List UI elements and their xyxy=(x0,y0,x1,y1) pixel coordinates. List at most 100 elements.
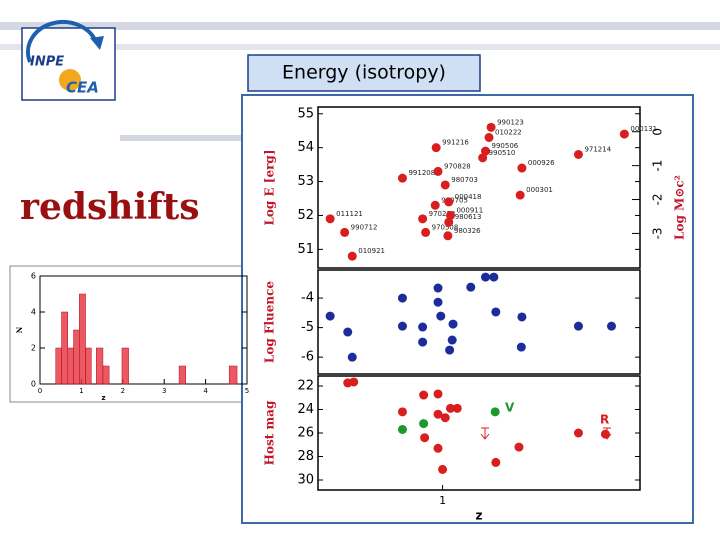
histogram-bar xyxy=(102,365,110,385)
data-point xyxy=(397,407,407,417)
point-label: 990506 xyxy=(492,142,519,150)
logo-arrow xyxy=(90,36,104,50)
plot-frame xyxy=(39,275,248,385)
x-tick-label: 0 xyxy=(38,387,42,395)
x-tick-label: 3 xyxy=(162,387,166,395)
data-point xyxy=(466,282,476,292)
y-tick-label: 2 xyxy=(31,344,36,353)
y-tick-label: -4 xyxy=(301,291,314,306)
data-point xyxy=(397,321,407,331)
y-tick-label: 55 xyxy=(297,106,314,121)
y-tick-label: 4 xyxy=(31,308,36,317)
upper-limit-arrow xyxy=(480,427,490,440)
data-point xyxy=(433,297,443,307)
logo-text: INPE xyxy=(30,55,64,70)
histogram-bar xyxy=(79,293,86,385)
data-point xyxy=(438,464,448,474)
y-tick-label: 53 xyxy=(297,174,314,189)
data-point xyxy=(419,390,429,400)
histogram-bar xyxy=(121,347,129,385)
data-point xyxy=(443,231,453,241)
y-tick-label: 6 xyxy=(31,272,36,281)
data-point xyxy=(481,146,491,156)
point-label: 990712 xyxy=(351,223,378,231)
y-tick-label: 26 xyxy=(297,426,314,441)
data-point xyxy=(340,227,350,237)
y-tick-label: 30 xyxy=(297,473,314,488)
annotation: R xyxy=(600,413,609,427)
histogram-bar xyxy=(178,365,186,385)
data-point xyxy=(418,214,428,224)
data-point xyxy=(514,442,524,452)
y-tick-label: 52 xyxy=(297,208,314,223)
x-tick-label: 1 xyxy=(79,387,83,395)
data-point xyxy=(606,321,616,331)
header-bar xyxy=(0,44,720,50)
data-point xyxy=(447,335,457,345)
data-point xyxy=(431,143,441,153)
point-label: 000301 xyxy=(526,186,553,194)
y-axis-label: N xyxy=(15,326,24,333)
point-label: 970828 xyxy=(444,162,471,170)
point-label: 970228 xyxy=(429,210,456,218)
point-label: 980703 xyxy=(451,176,478,184)
data-point xyxy=(445,210,455,220)
point-label: 980613 xyxy=(455,213,482,221)
histogram-bar xyxy=(67,347,74,385)
y2-tick-label: -1 xyxy=(651,160,665,172)
point-label: 970508 xyxy=(432,223,459,231)
data-point xyxy=(343,327,353,337)
data-point xyxy=(430,200,440,210)
data-point xyxy=(347,251,357,261)
data-point xyxy=(433,166,443,176)
data-point xyxy=(347,352,357,362)
data-point xyxy=(516,342,526,352)
data-point xyxy=(517,312,527,322)
data-point xyxy=(418,322,428,332)
data-point xyxy=(440,413,450,423)
histogram-bar xyxy=(85,347,92,385)
logo-swoosh xyxy=(26,20,98,63)
point-label: 000131 xyxy=(630,125,657,133)
x-axis-label: z xyxy=(101,394,105,402)
point-label: 990123 xyxy=(497,118,524,126)
y-axis-label: Log E [erg] xyxy=(263,149,277,225)
data-point xyxy=(433,443,443,453)
y2-tick-label: -3 xyxy=(651,227,665,239)
data-point xyxy=(481,272,491,282)
point-label: 000911 xyxy=(456,206,483,214)
data-point xyxy=(433,409,443,419)
data-point xyxy=(397,293,407,303)
data-point xyxy=(419,419,429,429)
data-point xyxy=(445,345,455,355)
point-label: 011121 xyxy=(336,210,363,218)
point-label: 991216 xyxy=(442,139,469,147)
point-label: 971214 xyxy=(584,145,611,153)
data-point xyxy=(491,457,501,467)
x-tick-label: 2 xyxy=(121,387,125,395)
histogram-bar xyxy=(73,329,80,385)
data-point xyxy=(478,153,488,163)
data-point xyxy=(517,163,527,173)
data-point xyxy=(484,133,494,143)
data-point xyxy=(491,307,501,317)
side-bar xyxy=(120,135,250,141)
data-point xyxy=(445,403,455,413)
y2-tick-label: -2 xyxy=(651,194,665,206)
slide-title: Energy (isotropy) xyxy=(282,62,446,84)
data-point xyxy=(573,321,583,331)
data-point xyxy=(436,311,446,321)
data-point xyxy=(421,227,431,237)
y2-axis-label: Log M⊙c² xyxy=(673,175,687,240)
slide-heading: redshifts xyxy=(20,186,200,228)
data-point xyxy=(452,403,462,413)
point-label: 010921 xyxy=(358,247,385,255)
x-axis-label: z xyxy=(476,509,483,523)
histogram-bar xyxy=(55,347,62,385)
data-point xyxy=(573,428,583,438)
y-tick-label: 0 xyxy=(31,380,36,389)
data-point xyxy=(397,173,407,183)
data-point xyxy=(486,122,496,132)
y-axis-label: Host mag xyxy=(263,400,277,465)
